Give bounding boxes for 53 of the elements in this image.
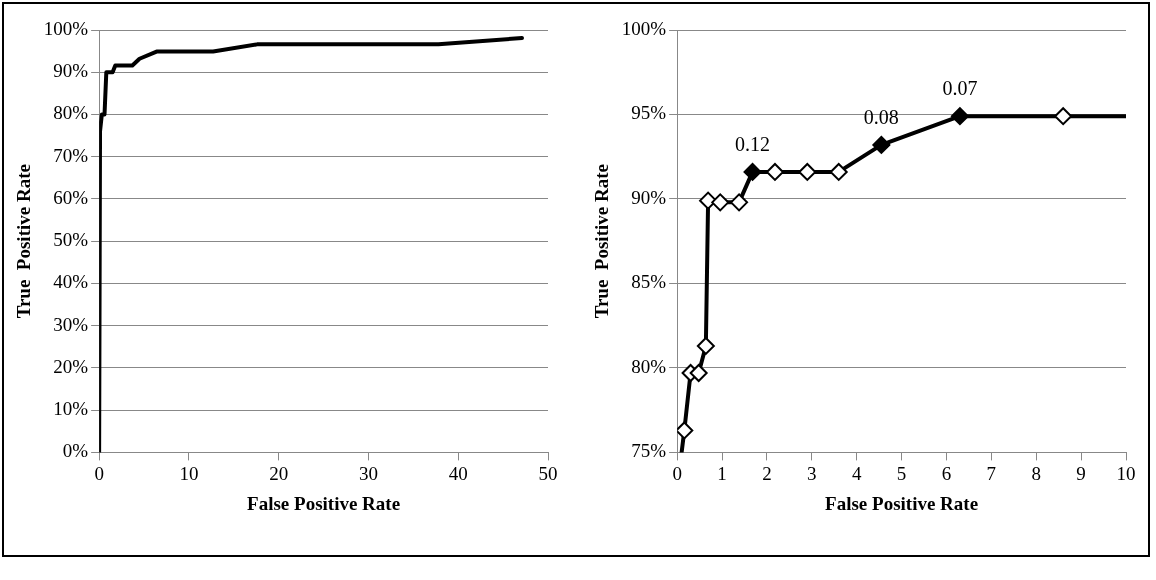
y-tick-label: 80% <box>631 355 667 377</box>
x-tick-label: 1 <box>717 462 727 484</box>
y-tick-label: 20% <box>53 355 89 377</box>
x-tick-label: 7 <box>986 462 997 484</box>
y-tick-label: 60% <box>53 186 89 208</box>
annotation: 0.12 <box>735 133 771 156</box>
x-tick-label: 5 <box>896 462 907 484</box>
x-tick-label: 40 <box>448 462 468 484</box>
y-tick-label: 100% <box>43 17 89 39</box>
x-tick-label: 50 <box>538 462 558 484</box>
y-tick-label: 95% <box>631 102 667 124</box>
x-tick-label: 20 <box>269 462 289 484</box>
x-tick-label: 0 <box>672 462 682 484</box>
x-tick-label: 3 <box>807 462 817 484</box>
x-tick-label: 2 <box>762 462 772 484</box>
y-axis-title: True Positive Rate <box>13 164 35 319</box>
point <box>1054 107 1073 126</box>
point <box>798 162 817 181</box>
x-tick-label: 0 <box>94 462 104 484</box>
x-tick-label: 30 <box>358 462 378 484</box>
x-axis-title: False Positive Rate <box>825 492 979 514</box>
point <box>689 363 708 382</box>
y-tick-label: 50% <box>53 229 89 251</box>
y-tick-label: 90% <box>631 186 667 208</box>
y-tick-label: 10% <box>53 398 89 420</box>
x-tick-label: 10 <box>179 462 199 484</box>
y-tick-label: 0% <box>62 440 89 462</box>
y-tick-label: 85% <box>631 271 667 293</box>
y-tick-label: 75% <box>631 440 667 462</box>
point <box>765 162 784 181</box>
point <box>711 193 730 212</box>
y-tick-label: 100% <box>621 17 667 39</box>
x-axis-title: False Positive Rate <box>247 492 401 514</box>
point <box>743 162 762 181</box>
y-tick-label: 90% <box>53 60 89 82</box>
y-tick-label: 40% <box>53 271 89 293</box>
x-tick-label: 4 <box>851 462 862 484</box>
x-tick-label: 6 <box>941 462 952 484</box>
x-tick-label: 10 <box>1116 462 1136 484</box>
y-axis-title: True Positive Rate <box>591 164 613 319</box>
y-tick-label: 80% <box>53 102 89 124</box>
point <box>950 107 969 126</box>
point <box>677 421 694 440</box>
y-tick-label: 30% <box>53 313 89 335</box>
x-tick-label: 8 <box>1031 462 1041 484</box>
point <box>872 135 891 154</box>
x-tick-label: 9 <box>1076 462 1086 484</box>
annotation: 0.08 <box>863 106 899 129</box>
point <box>730 193 749 212</box>
y-tick-label: 70% <box>53 144 89 166</box>
annotation: 0.07 <box>942 77 978 100</box>
point <box>829 162 848 181</box>
point <box>696 336 715 355</box>
